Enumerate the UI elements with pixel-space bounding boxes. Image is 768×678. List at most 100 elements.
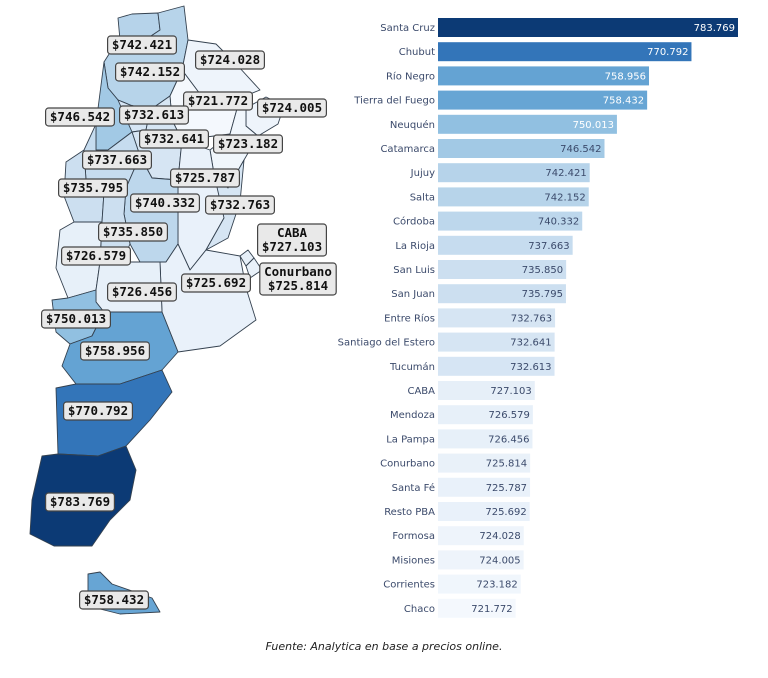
bar-value-label: 732.641 xyxy=(510,338,551,349)
map-label-chubut: $770.792 xyxy=(62,401,134,421)
bar-category-label: Catamarca xyxy=(380,144,435,155)
bar-category-label: Chubut xyxy=(399,47,435,58)
argentina-choropleth-map: $742.421 $742.152 $724.028 $721.772 $724.005… xyxy=(0,0,380,630)
bar-san-luis xyxy=(438,260,567,279)
bar-resto-pba xyxy=(438,502,530,521)
svg-text:$726.456: $726.456 xyxy=(112,284,172,299)
bar-conurbano xyxy=(438,453,531,473)
map-svg: $742.421 $742.152 $724.028 $721.772 $724.005… xyxy=(29,5,337,615)
bar-rio-negro xyxy=(438,66,650,86)
svg-text:$758.956: $758.956 xyxy=(85,343,145,358)
svg-text:$726.579: $726.579 xyxy=(66,248,126,263)
bar-formosa xyxy=(438,526,524,546)
bar-value-label: 721.772 xyxy=(471,604,512,615)
bar-value-label: 732.763 xyxy=(511,313,552,324)
svg-text:CABA: CABA xyxy=(277,225,308,240)
bar-value-label: 735.795 xyxy=(522,289,563,300)
bar-value-label: 758.956 xyxy=(605,71,646,82)
svg-text:$732.763: $732.763 xyxy=(210,197,270,212)
bar-entre-rios xyxy=(438,308,556,328)
map-label-resto-pba: $725.692 xyxy=(181,273,252,293)
map-label-conurbano: Conurbano$725.814 xyxy=(259,262,337,296)
bar-category-label: Neuquén xyxy=(390,119,435,131)
map-label-salta: $742.152 xyxy=(114,62,186,82)
bar-category-label: San Juan xyxy=(391,289,435,300)
bar-value-label: 783.769 xyxy=(694,23,735,34)
svg-text:$746.542: $746.542 xyxy=(50,109,110,124)
svg-text:$740.332: $740.332 xyxy=(135,195,195,210)
bar-value-label: 735.850 xyxy=(522,265,563,276)
bar-value-label: 750.013 xyxy=(573,120,614,131)
map-label-neuquen: $750.013 xyxy=(40,309,112,329)
map-label-mendoza: $726.579 xyxy=(60,246,132,266)
bar-category-label: Tucumán xyxy=(389,361,435,373)
bar-salta xyxy=(438,187,589,207)
map-label-jujuy: $742.421 xyxy=(106,35,178,55)
svg-text:$758.432: $758.432 xyxy=(84,592,144,607)
bar-value-label: 726.456 xyxy=(488,434,529,445)
bar-neuquen xyxy=(438,114,617,134)
svg-text:$721.772: $721.772 xyxy=(188,93,248,108)
svg-text:$725.787: $725.787 xyxy=(175,170,235,185)
bar-value-label: 725.814 xyxy=(486,459,527,470)
map-label-caba: CABA$727.103 xyxy=(257,223,328,257)
bar-category-label: Corrientes xyxy=(383,580,435,591)
svg-text:$724.028: $724.028 xyxy=(200,52,260,67)
svg-text:$783.769: $783.769 xyxy=(50,494,110,509)
svg-text:$735.795: $735.795 xyxy=(63,180,123,195)
map-label-misiones: $724.005 xyxy=(257,98,328,118)
bar-chubut xyxy=(438,42,692,62)
bar-chaco xyxy=(438,598,516,618)
svg-text:$725.692: $725.692 xyxy=(186,275,246,290)
bar-catamarca xyxy=(438,139,605,158)
map-value-labels: $742.421 $742.152 $724.028 $721.772 $724.005… xyxy=(40,35,337,610)
bar-la-pampa xyxy=(438,429,533,449)
map-label-cordoba: $740.332 xyxy=(130,193,201,213)
bar-value-label: 725.692 xyxy=(485,507,526,518)
province-bar-chart: Santa Cruz 783.769 Chubut 770.792 Río Negro 7… xyxy=(300,14,740,619)
svg-text:$737.663: $737.663 xyxy=(87,152,147,167)
svg-text:$723.182: $723.182 xyxy=(218,136,278,151)
bar-category-label: Conurbano xyxy=(380,459,435,470)
map-label-formosa: $724.028 xyxy=(195,50,266,70)
map-label-tierra-del-fuego: $758.432 xyxy=(78,590,150,610)
map-label-rio-negro: $758.956 xyxy=(79,341,151,361)
bar-santiago-del-estero xyxy=(438,332,555,352)
svg-text:$770.792: $770.792 xyxy=(68,403,128,418)
source-note: Fuente: Analytica en base a precios onli… xyxy=(265,640,503,653)
bar-jujuy xyxy=(438,163,590,183)
map-label-san-juan: $735.795 xyxy=(57,178,129,198)
svg-text:Conurbano: Conurbano xyxy=(264,264,332,279)
svg-text:$742.152: $742.152 xyxy=(120,64,180,79)
bar-category-label: San Luis xyxy=(393,265,435,276)
bar-value-label: 724.005 xyxy=(479,555,520,566)
map-label-santa-fe: $725.787 xyxy=(170,168,241,188)
bar-value-label: 726.579 xyxy=(489,410,530,421)
bar-cordoba xyxy=(438,211,583,231)
bar-value-label: 725.787 xyxy=(486,483,527,494)
map-label-chaco: $721.772 xyxy=(183,91,254,111)
bar-category-label: Salta xyxy=(410,192,435,203)
map-label-corrientes: $723.182 xyxy=(213,134,284,154)
bar-value-label: 758.432 xyxy=(603,96,644,107)
bar-value-label: 746.542 xyxy=(560,144,601,155)
bar-value-label: 737.663 xyxy=(528,241,569,252)
svg-text:$742.421: $742.421 xyxy=(112,37,172,52)
bar-value-label: 732.613 xyxy=(510,362,551,373)
svg-text:$735.850: $735.850 xyxy=(103,224,163,239)
bar-category-label: Río Negro xyxy=(386,70,435,82)
bar-category-label: Entre Ríos xyxy=(384,312,435,324)
bar-category-label: Formosa xyxy=(392,531,435,542)
bar-tucuman xyxy=(438,356,555,376)
bar-category-label: Chaco xyxy=(404,604,435,615)
map-label-tucuman: $732.613 xyxy=(118,105,190,125)
bar-santa-fe xyxy=(438,477,531,497)
bar-value-label: 727.103 xyxy=(490,386,531,397)
bar-category-label: Resto PBA xyxy=(384,507,435,518)
bar-santa-cruz xyxy=(438,18,738,37)
bar-value-label: 742.152 xyxy=(544,192,585,203)
bar-san-juan xyxy=(438,284,566,304)
bar-caba xyxy=(438,381,535,400)
bar-mendoza xyxy=(438,405,533,425)
bar-category-label: La Rioja xyxy=(395,241,435,252)
